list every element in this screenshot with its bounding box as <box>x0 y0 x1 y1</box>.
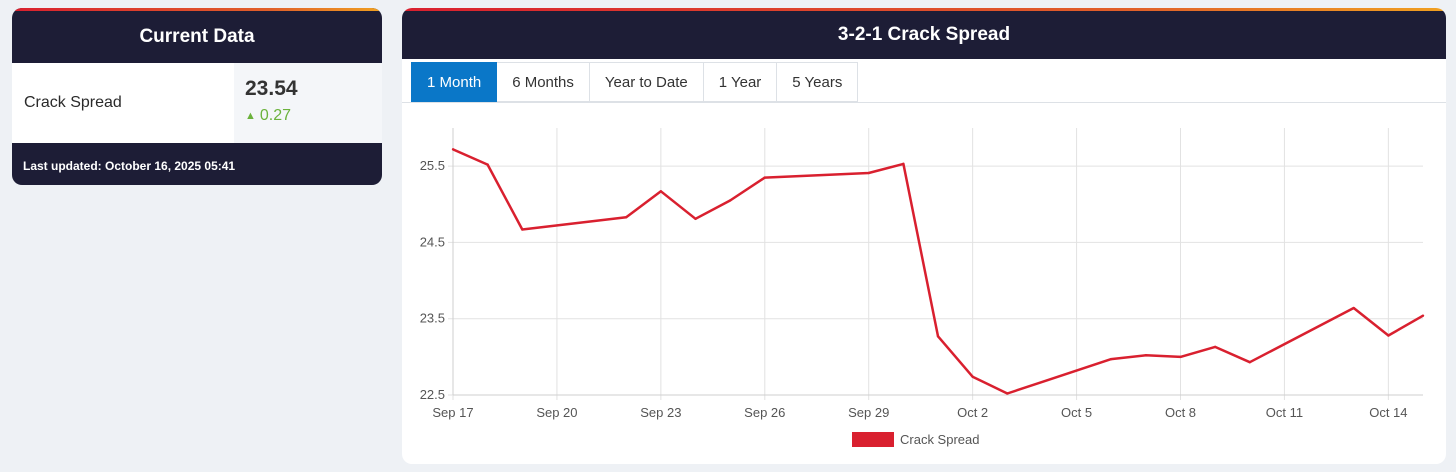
metric-label: Crack Spread <box>24 94 122 111</box>
legend-swatch <box>852 432 894 447</box>
tab-1-month[interactable]: 1 Month <box>411 62 498 102</box>
data-point <box>971 375 974 378</box>
x-tick-label: Sep 17 <box>432 405 473 420</box>
tab-1-year[interactable]: 1 Year <box>703 62 778 102</box>
data-point <box>1110 357 1113 361</box>
data-point <box>1006 392 1009 395</box>
data-point <box>694 217 697 220</box>
change-value: 0.27 <box>259 107 292 124</box>
series-line-crack-spread <box>452 148 1424 395</box>
current-data-card: Current Data Crack Spread 23.54 ▲ 0.27 L… <box>12 8 382 185</box>
tab-6-months[interactable]: 6 Months <box>497 62 590 102</box>
metric-value: 23.54 <box>245 77 298 100</box>
x-tick-label: Oct 5 <box>1061 405 1092 420</box>
x-tick-label: Oct 14 <box>1369 405 1407 420</box>
up-triangle-icon: ▲ <box>245 110 256 122</box>
data-point <box>1352 306 1355 310</box>
data-point <box>902 162 905 166</box>
x-tick-label: Oct 2 <box>957 405 988 420</box>
data-point <box>1144 354 1148 357</box>
chart-title: 3-2-1 Crack Spread <box>402 11 1446 59</box>
tab-year-to-date[interactable]: Year to Date <box>589 62 704 102</box>
data-point <box>1179 355 1182 359</box>
data-point <box>1248 360 1251 364</box>
data-point <box>521 228 524 231</box>
x-tick-label: Sep 26 <box>744 405 785 420</box>
data-point <box>1387 334 1390 337</box>
metric-change: ▲ 0.27 <box>245 107 382 125</box>
line-chart: Sep 17 Sep 20 Sep 23 Sep 26 Sep 29 Oct 2 Oct 5… <box>420 128 1425 420</box>
y-tick-label: 25.5 <box>420 158 445 173</box>
tab-5-years[interactable]: 5 Years <box>777 62 859 102</box>
data-point <box>867 171 870 175</box>
chart-card: 3-2-1 Crack Spread 1 Month 6 Months Year… <box>402 8 1446 464</box>
y-tick-label: 23.5 <box>420 311 445 326</box>
data-point <box>763 176 766 179</box>
x-tick-label: Oct 8 <box>1165 405 1196 420</box>
x-tick-label: Sep 29 <box>848 405 889 420</box>
legend-label: Crack Spread <box>900 432 980 447</box>
range-tabs: 1 Month 6 Months Year to Date 1 Year 5 Y… <box>411 62 859 102</box>
data-point <box>659 190 663 193</box>
data-point <box>728 199 732 202</box>
x-tick-label: Sep 20 <box>536 405 577 420</box>
y-tick-label: 24.5 <box>420 234 445 249</box>
data-point <box>1421 314 1425 317</box>
x-tick-label: Sep 23 <box>640 405 681 420</box>
accent-bar <box>402 8 1446 11</box>
metric-row: Crack Spread 23.54 ▲ 0.27 <box>12 63 382 143</box>
accent-bar <box>12 8 382 11</box>
data-point <box>625 216 628 219</box>
y-tick-label: 22.5 <box>420 387 445 402</box>
last-updated: Last updated: October 16, 2025 05:41 <box>23 159 236 173</box>
data-point <box>936 335 940 338</box>
current-data-title: Current Data <box>139 26 255 47</box>
x-tick-label: Oct 11 <box>1266 405 1303 420</box>
metric-values: 23.54 ▲ 0.27 <box>234 63 382 143</box>
chart-legend[interactable]: Crack Spread <box>852 432 979 447</box>
data-point <box>1213 345 1217 349</box>
data-point <box>486 163 489 166</box>
tab-divider <box>402 102 1446 103</box>
data-point <box>451 148 455 151</box>
